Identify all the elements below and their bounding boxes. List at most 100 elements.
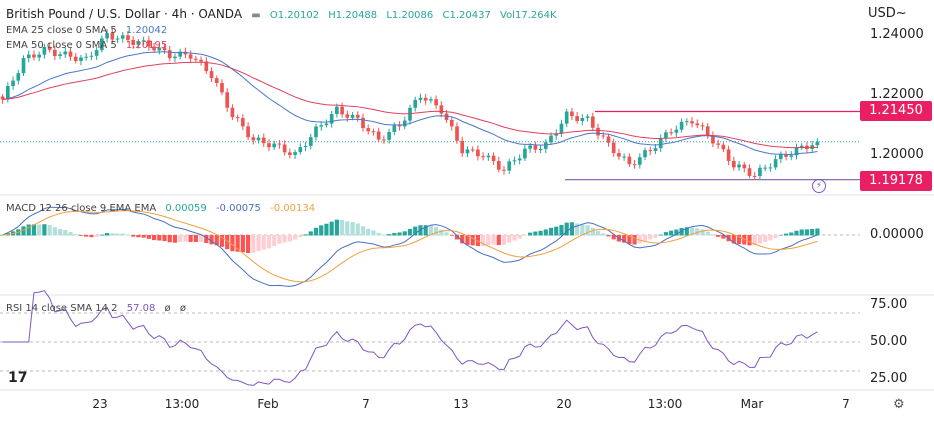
- macd-histogram-bar: [340, 220, 345, 236]
- macd-label: MACD 12 26 close 9 EMA EMA: [6, 203, 157, 214]
- candle-body: [611, 142, 616, 154]
- candle-body: [47, 46, 52, 50]
- macd-histogram-bar: [230, 235, 235, 252]
- macd-histogram-bar: [736, 235, 742, 245]
- macd-histogram-bar: [794, 230, 799, 236]
- macd-histogram-bar: [721, 235, 726, 239]
- candle-body: [392, 125, 397, 133]
- macd-histogram-bar: [533, 231, 538, 236]
- candle-body: [564, 111, 569, 124]
- candle-body: [209, 71, 214, 79]
- rsi-legend[interactable]: RSI 14 close SMA 14 2 57.08 ø ø: [6, 303, 192, 314]
- candle-body: [32, 54, 36, 58]
- candle-body: [637, 157, 642, 165]
- macd-histogram-bar: [465, 235, 470, 245]
- candle-body: [512, 160, 517, 162]
- candle-body: [345, 114, 350, 118]
- candle-body: [434, 99, 438, 106]
- macd-histogram-bar: [434, 227, 439, 236]
- candle-body: [355, 114, 360, 118]
- macd-histogram-bar: [804, 229, 810, 236]
- candle-body: [742, 164, 747, 169]
- macd-histogram-bar: [716, 235, 721, 237]
- candle-body: [476, 149, 480, 157]
- candle-body: [465, 149, 470, 154]
- candle-body: [371, 131, 376, 133]
- candle-body: [747, 168, 752, 176]
- candle-body: [141, 40, 146, 42]
- macd-histogram-bar: [564, 222, 569, 236]
- macd-histogram-bar: [742, 235, 747, 245]
- macd-histogram-bar: [104, 233, 110, 236]
- macd-histogram-bar: [371, 230, 376, 236]
- candle-body: [690, 121, 694, 124]
- macd-histogram-bar: [287, 235, 292, 242]
- macd-histogram-bar: [538, 230, 543, 236]
- macd-histogram-bar: [789, 232, 794, 236]
- macd-histogram-bar: [319, 225, 324, 236]
- macd-histogram-bar: [141, 235, 146, 238]
- menu-icon[interactable]: ▬: [251, 10, 261, 21]
- candle-body: [423, 97, 428, 101]
- ema25-label: EMA 25 close 0 SMA 5: [6, 25, 117, 36]
- macd-histogram-bar: [528, 232, 533, 236]
- settings-gear-icon[interactable]: ⚙: [893, 397, 905, 412]
- macd-histogram-bar: [334, 219, 339, 236]
- rsi-tick: 25.00: [870, 371, 908, 386]
- macd-histogram-bar: [167, 235, 172, 243]
- macd-histogram-bar: [622, 235, 627, 243]
- open-value: O1.20102: [269, 10, 320, 21]
- candle-body: [570, 111, 574, 117]
- time-tick: 13: [453, 397, 469, 411]
- macd-histogram-bar: [507, 235, 512, 243]
- macd-histogram-bar: [293, 235, 298, 240]
- candle-body: [731, 160, 736, 168]
- macd-histogram-bar: [407, 228, 413, 236]
- currency-selector[interactable]: USD~: [868, 6, 907, 21]
- macd-histogram-bar: [517, 235, 522, 239]
- macd-legend[interactable]: MACD 12 26 close 9 EMA EMA 0.00059 -0.00…: [6, 203, 321, 214]
- macd-line: [2, 206, 818, 287]
- candle-body: [220, 82, 224, 93]
- low-value: L1.20086: [386, 10, 434, 21]
- candle-body: [596, 127, 600, 136]
- candle-body: [664, 132, 668, 139]
- macd-histogram-bar: [392, 233, 397, 236]
- macd-histogram-bar: [172, 235, 178, 243]
- candle-body: [721, 144, 726, 150]
- macd-histogram-bar: [26, 224, 31, 236]
- macd-histogram-bar: [522, 235, 527, 236]
- macd-histogram-bar: [89, 235, 94, 238]
- time-tick: 20: [556, 397, 572, 411]
- time-tick: 7: [362, 397, 370, 411]
- ema50-legend[interactable]: EMA 50 close 0 SMA 5 1.20195: [6, 40, 173, 51]
- macd-histogram-bar: [444, 232, 449, 236]
- support-price-tag: 1.19178: [860, 171, 932, 191]
- macd-histogram-bar: [308, 231, 313, 236]
- macd-histogram-bar: [512, 235, 517, 241]
- macd-histogram-bar: [783, 233, 789, 236]
- symbol-title[interactable]: British Pound / U.S. Dollar · 4h · OANDA: [6, 7, 243, 21]
- candle-body: [42, 46, 47, 55]
- candle-body: [194, 58, 198, 60]
- macd-histogram-bar: [580, 224, 585, 236]
- candle-body: [502, 169, 506, 171]
- candle-body: [523, 148, 527, 159]
- dividend-event-icon[interactable]: ⚡: [812, 179, 826, 193]
- macd-histogram-bar: [684, 227, 689, 236]
- ema25-legend[interactable]: EMA 25 close 0 SMA 5 1.20042: [6, 25, 173, 36]
- macd-histogram-bar: [303, 234, 308, 236]
- candle-body: [517, 158, 522, 161]
- macd-histogram-bar: [768, 235, 773, 241]
- candle-body: [324, 123, 329, 126]
- candle-body: [737, 164, 741, 168]
- candle-body: [590, 116, 595, 128]
- macd-histogram-bar: [663, 232, 669, 236]
- macd-histogram-bar: [84, 235, 89, 237]
- candle-body: [491, 155, 496, 162]
- candle-body: [455, 126, 459, 141]
- macd-histogram-bar: [225, 235, 230, 250]
- macd-histogram-bar: [37, 224, 42, 236]
- macd-histogram-bar: [350, 222, 355, 236]
